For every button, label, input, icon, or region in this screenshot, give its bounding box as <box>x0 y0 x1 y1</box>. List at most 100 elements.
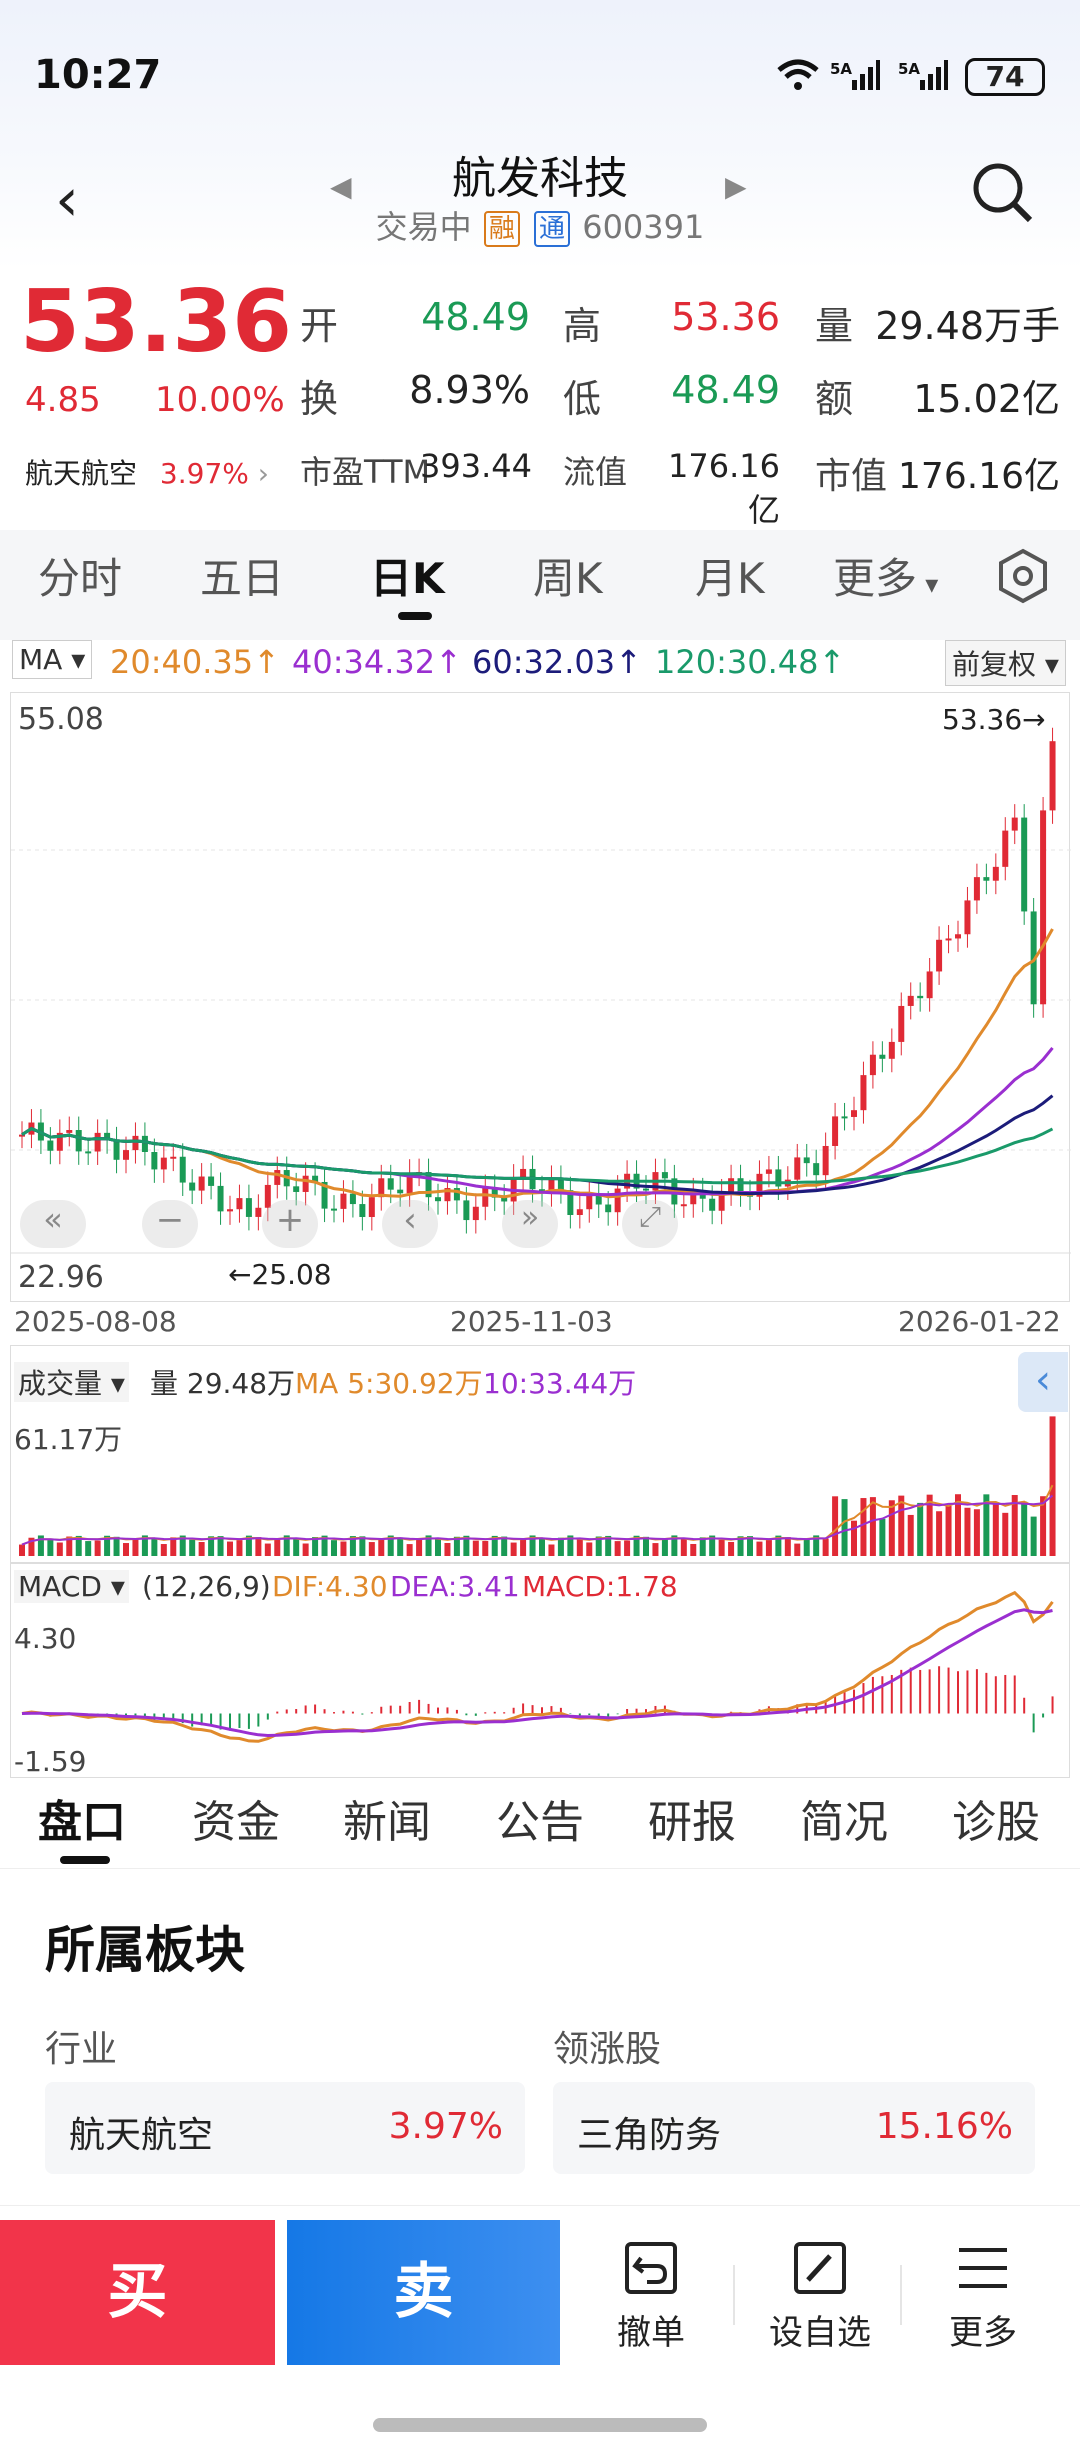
candle <box>378 1178 385 1198</box>
candle <box>104 1132 111 1141</box>
volume-bar <box>463 1535 470 1556</box>
volume-bar <box>860 1498 867 1556</box>
zoom-out-icon[interactable]: − <box>142 1200 198 1248</box>
candle <box>453 1188 460 1201</box>
scroll-right-icon[interactable]: » <box>502 1200 558 1248</box>
tab-weekly-k[interactable]: 周K <box>533 554 603 603</box>
tab-news[interactable]: 新闻 <box>343 1797 431 1848</box>
ma-selector[interactable]: MA ▾ <box>12 640 93 679</box>
tab-more[interactable]: 更多 ▾ <box>833 554 939 603</box>
sector-link[interactable]: 航天航空 3.97% › <box>25 457 269 490</box>
tab-5day[interactable]: 五日 <box>200 554 285 603</box>
volume-bar <box>822 1538 829 1556</box>
collapse-panel-icon[interactable]: ‹ <box>1018 1352 1068 1412</box>
candle <box>794 1157 801 1180</box>
rewind-icon[interactable]: « <box>20 1200 86 1248</box>
volume-bar <box>472 1540 479 1556</box>
volume-bar <box>699 1537 706 1556</box>
tab-monthly-k[interactable]: 月K <box>695 554 765 603</box>
industry-card[interactable]: 航天航空 3.97% <box>45 2082 525 2174</box>
candle <box>737 1178 744 1194</box>
sell-button[interactable]: 卖 <box>287 2220 560 2365</box>
tab-profile[interactable]: 简况 <box>800 1797 888 1848</box>
candle <box>501 1197 508 1202</box>
candle <box>983 877 990 881</box>
candle <box>1049 741 1056 811</box>
candle <box>964 900 971 935</box>
zoom-in-icon[interactable]: + <box>262 1200 318 1248</box>
volume-bar <box>368 1542 375 1556</box>
macd-selector[interactable]: MACD ▾ <box>14 1570 129 1603</box>
candle <box>1011 817 1018 831</box>
volume-bar <box>907 1514 914 1556</box>
ma120-value: 120:30.48↑ <box>655 643 846 681</box>
volume-bar <box>576 1539 583 1556</box>
volume-selector[interactable]: 成交量 ▾ <box>14 1362 129 1402</box>
volume-bar <box>557 1537 564 1556</box>
float-label: 流值 <box>563 453 628 491</box>
volume-bar <box>898 1495 905 1556</box>
tab-funds[interactable]: 资金 <box>192 1797 280 1848</box>
buy-button[interactable]: 买 <box>0 2220 275 2365</box>
add-watchlist-button[interactable]: 设自选 <box>760 2240 880 2354</box>
volume-value: 量 29.48万 <box>150 1367 296 1400</box>
tab-intraday[interactable]: 分时 <box>38 554 123 603</box>
macd-label: MACD <box>18 1570 102 1603</box>
volume-bar <box>160 1544 167 1556</box>
candle <box>1021 817 1028 912</box>
volume-bar <box>217 1536 224 1556</box>
next-stock-icon[interactable]: ▶ <box>725 170 747 203</box>
kline-chart[interactable] <box>10 692 1071 1302</box>
candle <box>255 1207 262 1217</box>
volume-bar <box>435 1538 441 1556</box>
candle <box>917 995 924 999</box>
macd-chart[interactable] <box>10 1563 1070 1778</box>
volume-bar <box>747 1536 753 1556</box>
volume-bar <box>595 1536 602 1556</box>
candle <box>661 1172 668 1179</box>
kline-last-marker: 53.36→ <box>942 703 1046 736</box>
trade-state: 交易中 <box>375 208 472 246</box>
ma-label: MA <box>19 643 63 676</box>
more-button[interactable]: 更多 <box>935 2240 1031 2354</box>
leader-label: 领涨股 <box>553 2029 662 2070</box>
leader-card[interactable]: 三角防务 15.16% <box>553 2082 1035 2174</box>
volume-bar <box>1002 1512 1009 1556</box>
volume-bar <box>548 1544 555 1556</box>
volume-bar <box>66 1536 73 1556</box>
cancel-order-button[interactable]: 撤单 <box>596 2240 706 2354</box>
volume-bar <box>416 1538 423 1556</box>
candle <box>397 1189 404 1194</box>
back-icon[interactable]: ‹ <box>55 165 79 235</box>
scroll-left-icon[interactable]: ‹ <box>382 1200 438 1248</box>
amount-label: 额 <box>815 377 854 421</box>
home-indicator[interactable] <box>373 2418 707 2432</box>
prev-stock-icon[interactable]: ◀ <box>330 170 352 203</box>
fullscreen-icon[interactable]: ⤢ <box>622 1200 678 1248</box>
tab-notices[interactable]: 公告 <box>496 1797 584 1848</box>
search-icon[interactable] <box>970 160 1034 228</box>
candle <box>170 1156 177 1159</box>
tab-daily-k[interactable]: 日K <box>370 554 445 603</box>
open-value: 48.49 <box>421 295 530 339</box>
candle <box>888 1041 895 1059</box>
tab-handicap[interactable]: 盘口 <box>38 1797 126 1848</box>
settings-hex-icon[interactable] <box>995 548 1051 608</box>
tab-research[interactable]: 研报 <box>648 1797 736 1848</box>
add-watchlist-label: 设自选 <box>769 2313 871 2353</box>
candle <box>56 1132 63 1151</box>
candle <box>595 1193 602 1205</box>
macd-params: (12,26,9) <box>142 1570 271 1603</box>
adjust-selector[interactable]: 前复权 ▾ <box>945 640 1066 686</box>
volume-chart[interactable] <box>10 1345 1070 1563</box>
tab-diagnose[interactable]: 诊股 <box>952 1797 1040 1848</box>
candle <box>992 866 999 881</box>
candle <box>1002 830 1009 867</box>
candle <box>198 1176 205 1191</box>
volume-bar <box>104 1535 111 1556</box>
volume-bar <box>973 1509 980 1556</box>
volume-bar <box>359 1536 366 1556</box>
svg-text:5A: 5A <box>830 60 852 78</box>
volume-bar <box>945 1505 952 1556</box>
cancel-order-icon <box>625 2242 677 2294</box>
